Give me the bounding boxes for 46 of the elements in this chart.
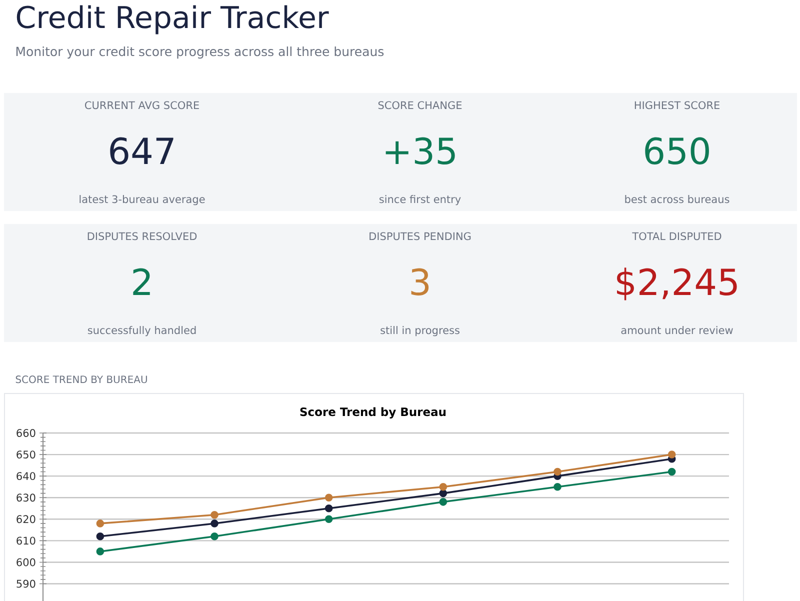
point xyxy=(668,468,676,476)
text: Monitor your credit score progress across all three bureaus xyxy=(16,46,384,59)
y-tick-label: 630 xyxy=(16,494,36,502)
text: latest 3-bureau average xyxy=(80,195,205,206)
point xyxy=(210,520,218,528)
point xyxy=(96,548,104,556)
text: Credit Repair Tracker xyxy=(16,5,329,34)
point xyxy=(324,515,333,524)
text: amount under review xyxy=(621,326,733,334)
text: still in progress xyxy=(380,326,460,336)
point xyxy=(554,482,562,491)
text: 650 xyxy=(645,137,709,164)
y-tick-label: 590 xyxy=(16,580,36,588)
category-label: TOTAL DISPUTED xyxy=(632,232,722,240)
text: 3 xyxy=(411,268,429,296)
text: +35 xyxy=(386,137,455,164)
y-tick-label: 610 xyxy=(16,536,36,545)
text: 2 xyxy=(133,268,150,295)
y-tick-label: 600 xyxy=(16,558,36,566)
y-tick-label: 640 xyxy=(16,472,36,480)
category-label: SCORE CHANGE xyxy=(378,101,462,110)
point xyxy=(96,532,104,540)
y-tick-label: 620 xyxy=(16,515,36,524)
text: SCORE TREND BY BUREAU xyxy=(16,376,147,384)
text: 647 xyxy=(110,137,174,164)
point xyxy=(324,504,333,512)
y-tick-label: 660 xyxy=(16,429,36,437)
point xyxy=(439,482,448,491)
text: since first entry xyxy=(379,195,461,206)
point xyxy=(439,498,448,506)
point xyxy=(210,510,218,519)
category-label: CURRENT AVG SCORE xyxy=(85,101,199,110)
point xyxy=(668,450,676,458)
text: $2,245 xyxy=(617,268,737,300)
chart-title: Score Trend by Bureau xyxy=(300,407,446,418)
text: successfully handled xyxy=(88,326,196,336)
point xyxy=(554,468,562,476)
category-label: HIGHEST SCORE xyxy=(634,101,720,110)
y-tick-label: 650 xyxy=(16,450,36,458)
point xyxy=(96,520,104,528)
category-label: DISPUTES PENDING xyxy=(370,232,471,240)
point xyxy=(324,494,333,502)
category-label: DISPUTES RESOLVED xyxy=(88,232,197,240)
point xyxy=(210,532,218,540)
point xyxy=(439,489,448,498)
text: best across bureaus xyxy=(625,195,730,204)
